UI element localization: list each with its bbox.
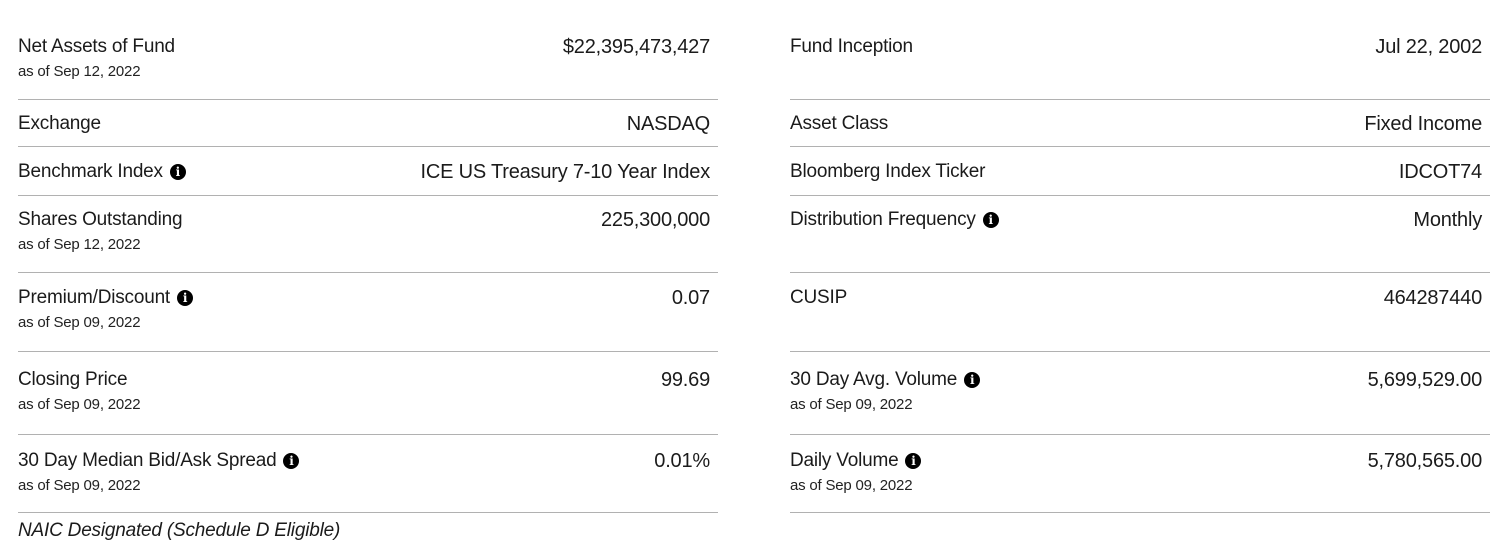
shares-outstanding-label: Shares Outstanding bbox=[18, 209, 183, 230]
key-facts-right-column: Fund Inception Jul 22, 2002 Asset Class … bbox=[790, 0, 1490, 555]
premium-discount-label: Premium/Discount bbox=[18, 287, 171, 308]
closing-price-value: 99.69 bbox=[660, 369, 710, 391]
label-block: Net Assets of Fund as of Sep 12, 2022 bbox=[18, 36, 175, 81]
avg-volume-value: 5,699,529.00 bbox=[1367, 369, 1483, 391]
asset-class-label: Asset Class bbox=[790, 113, 889, 134]
row-exchange: Exchange NASDAQ bbox=[18, 100, 718, 147]
row-benchmark-index: Benchmark Index i ICE US Treasury 7-10 Y… bbox=[18, 147, 718, 196]
row-bid-ask-spread: 30 Day Median Bid/Ask Spread i as of Sep… bbox=[18, 435, 718, 513]
fact-label: Asset Class bbox=[790, 113, 888, 135]
row-premium-discount: Premium/Discount i as of Sep 09, 2022 0.… bbox=[18, 273, 718, 352]
fact-label: 30 Day Median Bid/Ask Spread i bbox=[18, 450, 300, 472]
closing-price-label: Closing Price bbox=[18, 369, 128, 390]
row-net-assets: Net Assets of Fund as of Sep 12, 2022 $2… bbox=[18, 0, 718, 100]
cusip-label: CUSIP bbox=[790, 287, 848, 308]
label-block: Shares Outstanding as of Sep 12, 2022 bbox=[18, 209, 183, 254]
as-of-date: as of Sep 09, 2022 bbox=[18, 396, 141, 413]
info-icon[interactable]: i bbox=[169, 164, 186, 180]
as-of-date: as of Sep 09, 2022 bbox=[790, 396, 913, 413]
as-of-date: as of Sep 12, 2022 bbox=[18, 63, 141, 80]
fact-label: Daily Volume i bbox=[790, 450, 922, 472]
row-distribution-frequency: Distribution Frequency i Monthly bbox=[790, 196, 1490, 273]
bloomberg-ticker-label: Bloomberg Index Ticker bbox=[790, 161, 986, 182]
fact-label: Closing Price bbox=[18, 369, 140, 391]
benchmark-index-value: ICE US Treasury 7-10 Year Index bbox=[420, 161, 710, 183]
exchange-label: Exchange bbox=[18, 113, 101, 134]
info-icon[interactable]: i bbox=[982, 212, 999, 228]
bid-ask-spread-value: 0.01% bbox=[654, 450, 710, 472]
label-block: 30 Day Avg. Volume i as of Sep 09, 2022 bbox=[790, 369, 981, 414]
key-facts-left-column: Net Assets of Fund as of Sep 12, 2022 $2… bbox=[18, 0, 718, 555]
row-asset-class: Asset Class Fixed Income bbox=[790, 100, 1490, 147]
info-icon[interactable]: i bbox=[177, 290, 194, 306]
row-fund-inception: Fund Inception Jul 22, 2002 bbox=[790, 0, 1490, 100]
asset-class-value: Fixed Income bbox=[1364, 113, 1482, 135]
as-of-date: as of Sep 09, 2022 bbox=[18, 477, 141, 494]
fact-label: 30 Day Avg. Volume i bbox=[790, 369, 981, 391]
row-bloomberg-index-ticker: Bloomberg Index Ticker IDCOT74 bbox=[790, 147, 1490, 196]
bloomberg-ticker-value: IDCOT74 bbox=[1398, 161, 1482, 183]
benchmark-index-label: Benchmark Index bbox=[18, 161, 163, 182]
row-30day-avg-volume: 30 Day Avg. Volume i as of Sep 09, 2022 … bbox=[790, 352, 1490, 435]
net-assets-label: Net Assets of Fund bbox=[18, 36, 175, 57]
info-icon[interactable]: i bbox=[905, 453, 922, 469]
distribution-frequency-label: Distribution Frequency bbox=[790, 209, 976, 230]
as-of-date: as of Sep 12, 2022 bbox=[18, 236, 141, 253]
footnote-naic: NAIC Designated (Schedule D Eligible) bbox=[18, 513, 718, 555]
fact-label: Fund Inception bbox=[790, 36, 913, 58]
fact-label: Distribution Frequency i bbox=[790, 209, 999, 231]
avg-volume-label: 30 Day Avg. Volume bbox=[790, 369, 958, 390]
fact-label: Net Assets of Fund bbox=[18, 36, 175, 58]
naic-footnote-text: NAIC Designated (Schedule D Eligible) bbox=[18, 520, 341, 541]
as-of-date: as of Sep 09, 2022 bbox=[790, 477, 913, 494]
cusip-value: 464287440 bbox=[1383, 287, 1483, 309]
row-daily-volume: Daily Volume i as of Sep 09, 2022 5,780,… bbox=[790, 435, 1490, 513]
label-block: Daily Volume i as of Sep 09, 2022 bbox=[790, 450, 922, 495]
fact-label: Shares Outstanding bbox=[18, 209, 183, 231]
exchange-value: NASDAQ bbox=[626, 113, 710, 135]
shares-outstanding-value: 225,300,000 bbox=[600, 209, 710, 231]
row-closing-price: Closing Price as of Sep 09, 2022 99.69 bbox=[18, 352, 718, 435]
bid-ask-spread-label: 30 Day Median Bid/Ask Spread bbox=[18, 450, 277, 471]
row-cusip: CUSIP 464287440 bbox=[790, 273, 1490, 352]
premium-discount-value: 0.07 bbox=[671, 287, 710, 309]
fact-label: CUSIP bbox=[790, 287, 847, 309]
daily-volume-label: Daily Volume bbox=[790, 450, 899, 471]
daily-volume-value: 5,780,565.00 bbox=[1367, 450, 1483, 472]
net-assets-value: $22,395,473,427 bbox=[562, 36, 710, 58]
distribution-frequency-value: Monthly bbox=[1413, 209, 1482, 231]
label-block: 30 Day Median Bid/Ask Spread i as of Sep… bbox=[18, 450, 300, 495]
info-icon[interactable]: i bbox=[964, 372, 981, 388]
info-icon[interactable]: i bbox=[283, 453, 300, 469]
fact-label: Exchange bbox=[18, 113, 101, 135]
fund-inception-value: Jul 22, 2002 bbox=[1375, 36, 1482, 58]
row-shares-outstanding: Shares Outstanding as of Sep 12, 2022 22… bbox=[18, 196, 718, 273]
fact-label: Benchmark Index i bbox=[18, 161, 186, 183]
fund-inception-label: Fund Inception bbox=[790, 36, 913, 57]
fact-label: Bloomberg Index Ticker bbox=[790, 161, 985, 183]
label-block: Closing Price as of Sep 09, 2022 bbox=[18, 369, 141, 414]
fact-label: Premium/Discount i bbox=[18, 287, 194, 309]
as-of-date: as of Sep 09, 2022 bbox=[18, 314, 141, 331]
label-block: Premium/Discount i as of Sep 09, 2022 bbox=[18, 287, 194, 332]
